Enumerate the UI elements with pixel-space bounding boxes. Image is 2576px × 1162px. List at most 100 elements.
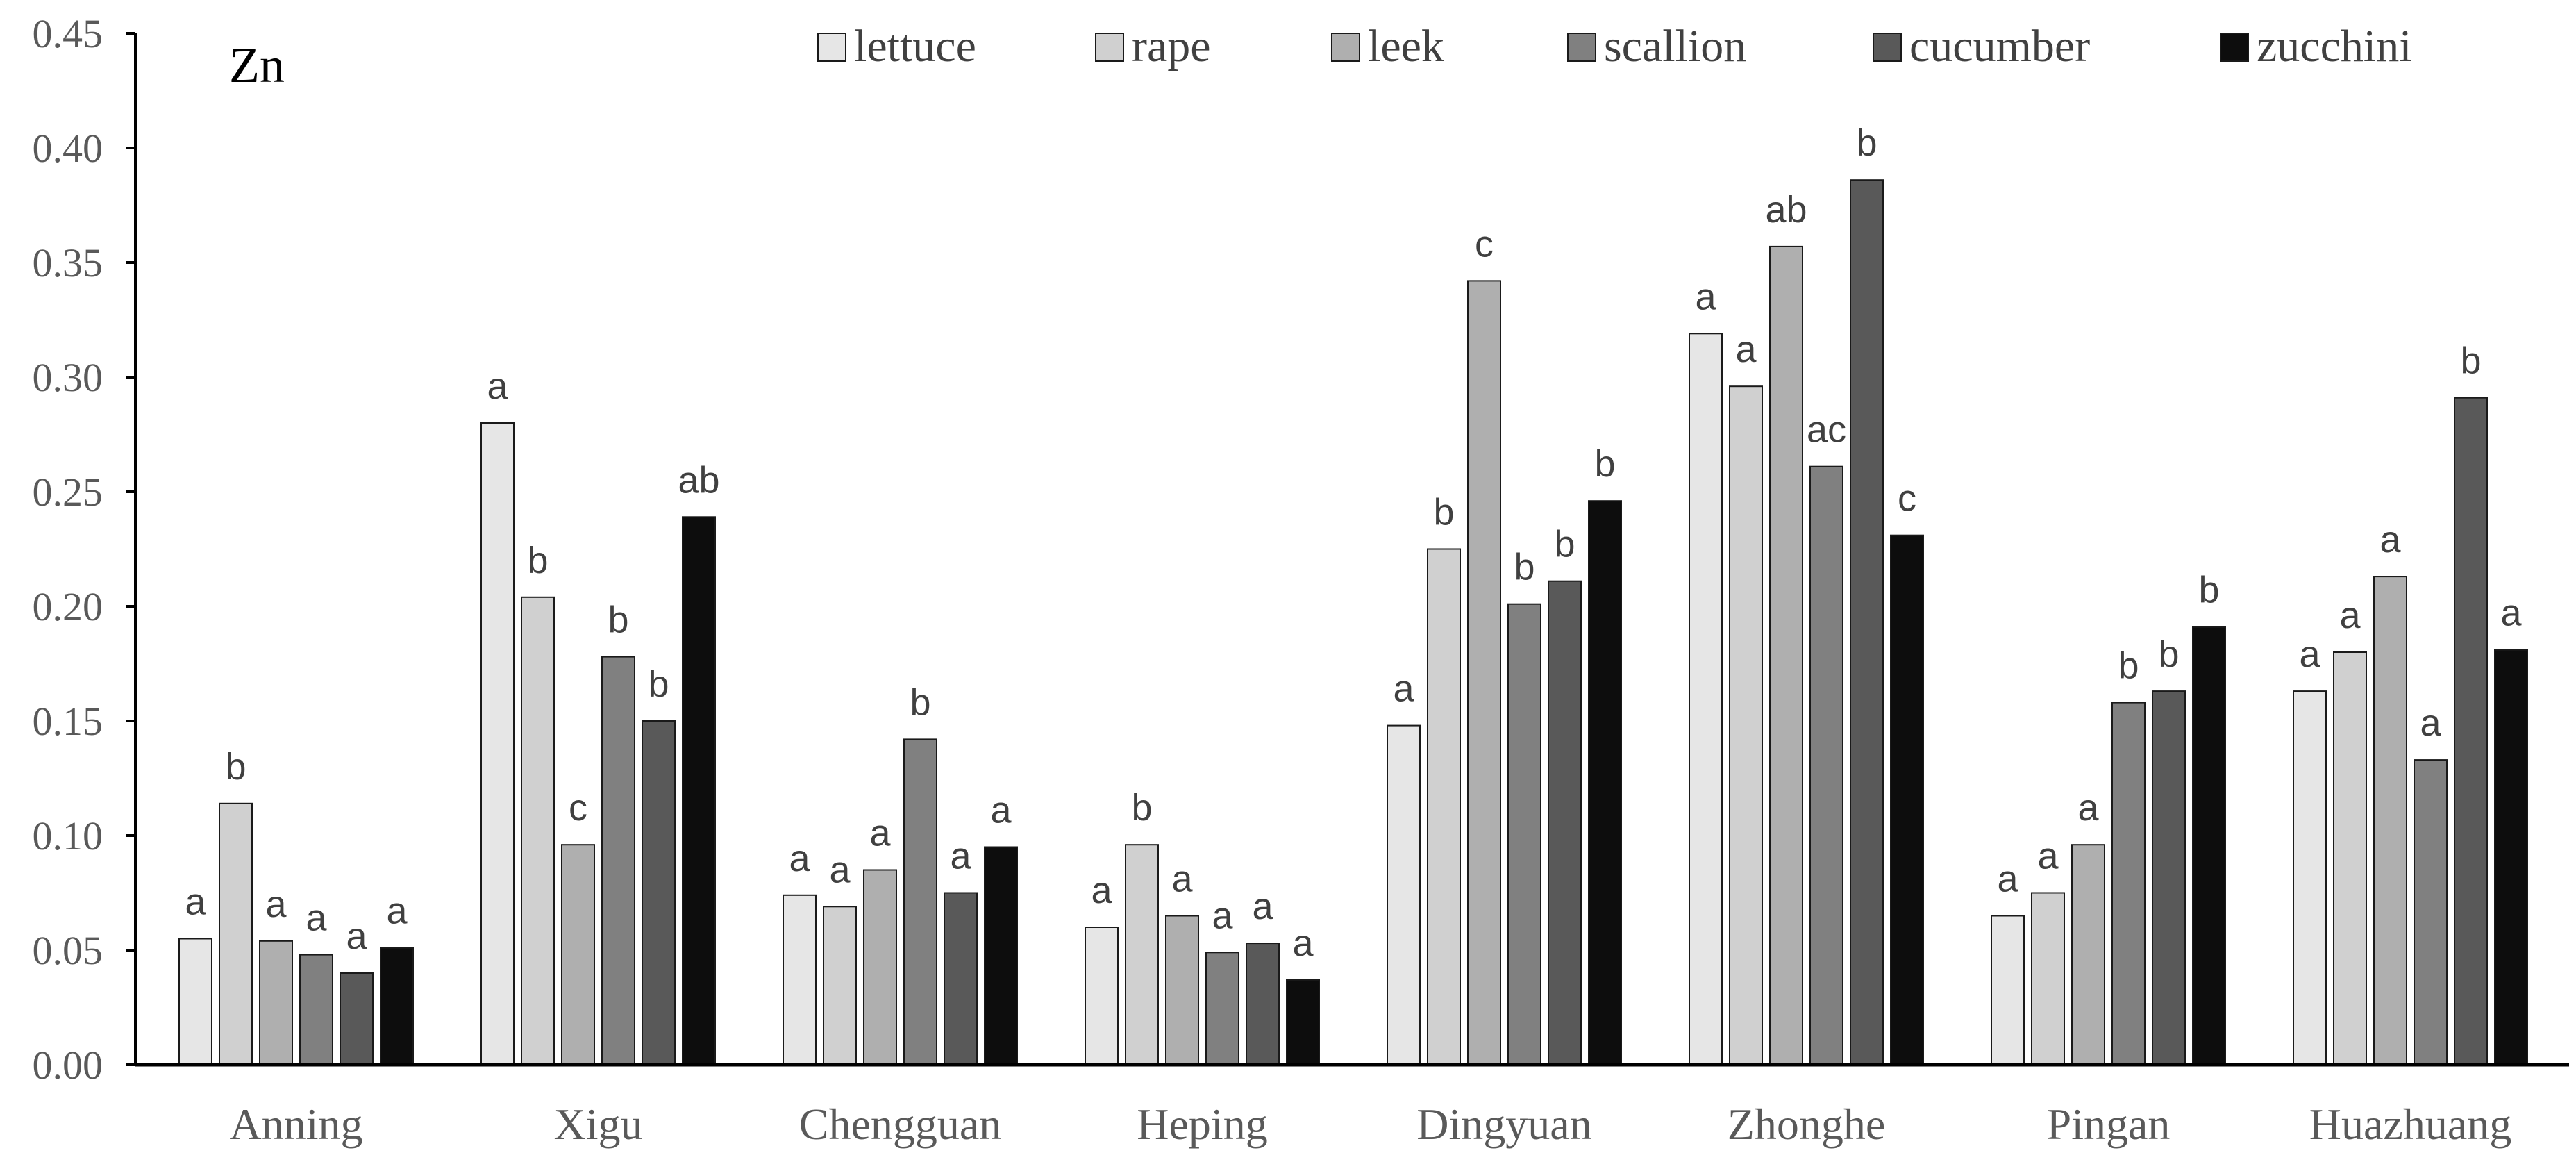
significance-label: b (2198, 570, 2219, 611)
axes (134, 33, 2569, 1067)
bar-leek-chengguan (863, 869, 897, 1065)
bar-zucchini-zhonghe (1890, 534, 1924, 1065)
significance-label: ab (1765, 189, 1807, 231)
bar-scallion-chengguan (903, 738, 937, 1066)
y-tick-label: 0.40 (33, 126, 103, 171)
bar-leek-anning (259, 940, 293, 1066)
y-tick-label: 0.25 (33, 470, 103, 515)
significance-label: b (1594, 443, 1615, 485)
bar-lettuce-heping (1085, 927, 1119, 1065)
significance-label: a (2500, 592, 2522, 634)
significance-label: b (608, 599, 628, 641)
bar-rape-pingan (2031, 892, 2065, 1065)
bar-rape-zhonghe (1729, 385, 1763, 1065)
legend-label-rape: rape (1132, 21, 1211, 72)
y-tick-label: 0.45 (33, 11, 103, 56)
bar-leek-pingan (2071, 844, 2105, 1065)
y-tick-label: 0.10 (33, 813, 103, 858)
legend-swatch-lettuce (817, 33, 846, 62)
category-label: Xigu (554, 1099, 643, 1149)
bar-scallion-huazhuang (2414, 759, 2448, 1065)
significance-label: a (990, 790, 1012, 831)
significance-label: a (1171, 858, 1193, 900)
significance-label: a (1091, 870, 1112, 911)
bar-zucchini-dingyuan (1588, 500, 1622, 1065)
legend-swatch-cucumber (1873, 33, 1902, 62)
significance-label: b (225, 746, 246, 788)
y-tick-label: 0.15 (33, 699, 103, 744)
bar-leek-heping (1165, 915, 1199, 1065)
bar-scallion-dingyuan (1507, 603, 1541, 1065)
y-tick-label: 0.20 (33, 584, 103, 629)
bar-rape-xigu (521, 596, 555, 1065)
bar-lettuce-anning (178, 938, 212, 1065)
significance-label: a (789, 838, 810, 879)
significance-label: a (2339, 595, 2361, 636)
category-label: Anning (230, 1099, 363, 1149)
significance-label: a (386, 890, 408, 932)
significance-label: b (1433, 492, 1454, 533)
significance-label: c (569, 787, 587, 829)
bar-rape-anning (219, 802, 253, 1066)
significance-label: a (265, 883, 287, 925)
y-tick-label: 0.05 (33, 928, 103, 973)
category-label: Zhonghe (1728, 1099, 1886, 1149)
significance-label: b (2158, 633, 2179, 675)
bar-cucumber-xigu (642, 720, 676, 1065)
significance-label: a (869, 813, 891, 854)
significance-label: a (2380, 519, 2401, 561)
bar-rape-huazhuang (2333, 651, 2367, 1065)
bar-cucumber-huazhuang (2454, 397, 2488, 1065)
category-label: Heping (1137, 1099, 1267, 1149)
chart-title: Zn (229, 38, 285, 93)
significance-label: a (346, 915, 367, 957)
y-axis-ticks: 0.00 0.05 0.10 0.15 0.20 0.25 0.30 0.35 0.40 0.45 (33, 11, 135, 1088)
bar-zucchini-huazhuang (2494, 649, 2528, 1065)
significance-label: a (950, 836, 971, 877)
bar-zucchini-xigu (682, 516, 716, 1065)
legend-swatch-rape (1095, 33, 1124, 62)
significance-label: a (1393, 668, 1414, 710)
bar-group (178, 179, 2528, 1066)
legend-label-cucumber: cucumber (1909, 21, 2090, 72)
bar-zucchini-pingan (2192, 626, 2226, 1065)
legend-swatch-leek (1331, 33, 1360, 62)
bar-scallion-xigu (601, 656, 635, 1065)
y-tick-label: 0.35 (33, 240, 103, 285)
bar-cucumber-pingan (2152, 690, 2186, 1065)
significance-label: ab (678, 459, 719, 501)
bar-cucumber-heping (1246, 943, 1280, 1065)
significance-label: b (1514, 547, 1534, 588)
bar-lettuce-huazhuang (2293, 690, 2327, 1065)
legend-label-scallion: scallion (1604, 21, 1746, 72)
x-axis-labels: Anning Xigu Chengguan Heping Dingyuan Zhonghe… (230, 1099, 2512, 1149)
significance-label: b (910, 681, 930, 723)
bar-lettuce-xigu (480, 422, 515, 1065)
y-tick-label: 0.00 (33, 1043, 103, 1088)
bar-zucchini-anning (380, 947, 414, 1065)
bar-zucchini-heping (1286, 979, 1320, 1066)
legend-label-leek: leek (1368, 21, 1444, 72)
significance-label: a (306, 897, 327, 939)
bar-zucchini-chengguan (984, 846, 1018, 1065)
bar-leek-xigu (561, 844, 595, 1065)
category-label: Pingan (2047, 1099, 2171, 1149)
bar-rape-heping (1125, 844, 1159, 1065)
legend-label-zucchini: zucchini (2257, 21, 2412, 72)
legend-label-lettuce: lettuce (854, 21, 976, 72)
significance-label: a (1252, 886, 1273, 927)
bar-cucumber-anning (340, 972, 374, 1065)
category-label: Dingyuan (1416, 1099, 1591, 1149)
significance-label: ac (1807, 409, 1846, 451)
significance-label: a (487, 365, 508, 407)
significance-label: b (2118, 645, 2139, 687)
significance-label: b (1554, 524, 1575, 565)
bar-cucumber-dingyuan (1548, 580, 1582, 1065)
bar-cucumber-chengguan (944, 892, 978, 1065)
significance-label: a (1695, 276, 1716, 317)
bar-leek-dingyuan (1467, 280, 1501, 1065)
bar-leek-zhonghe (1769, 245, 1803, 1065)
significance-label: c (1475, 223, 1494, 265)
